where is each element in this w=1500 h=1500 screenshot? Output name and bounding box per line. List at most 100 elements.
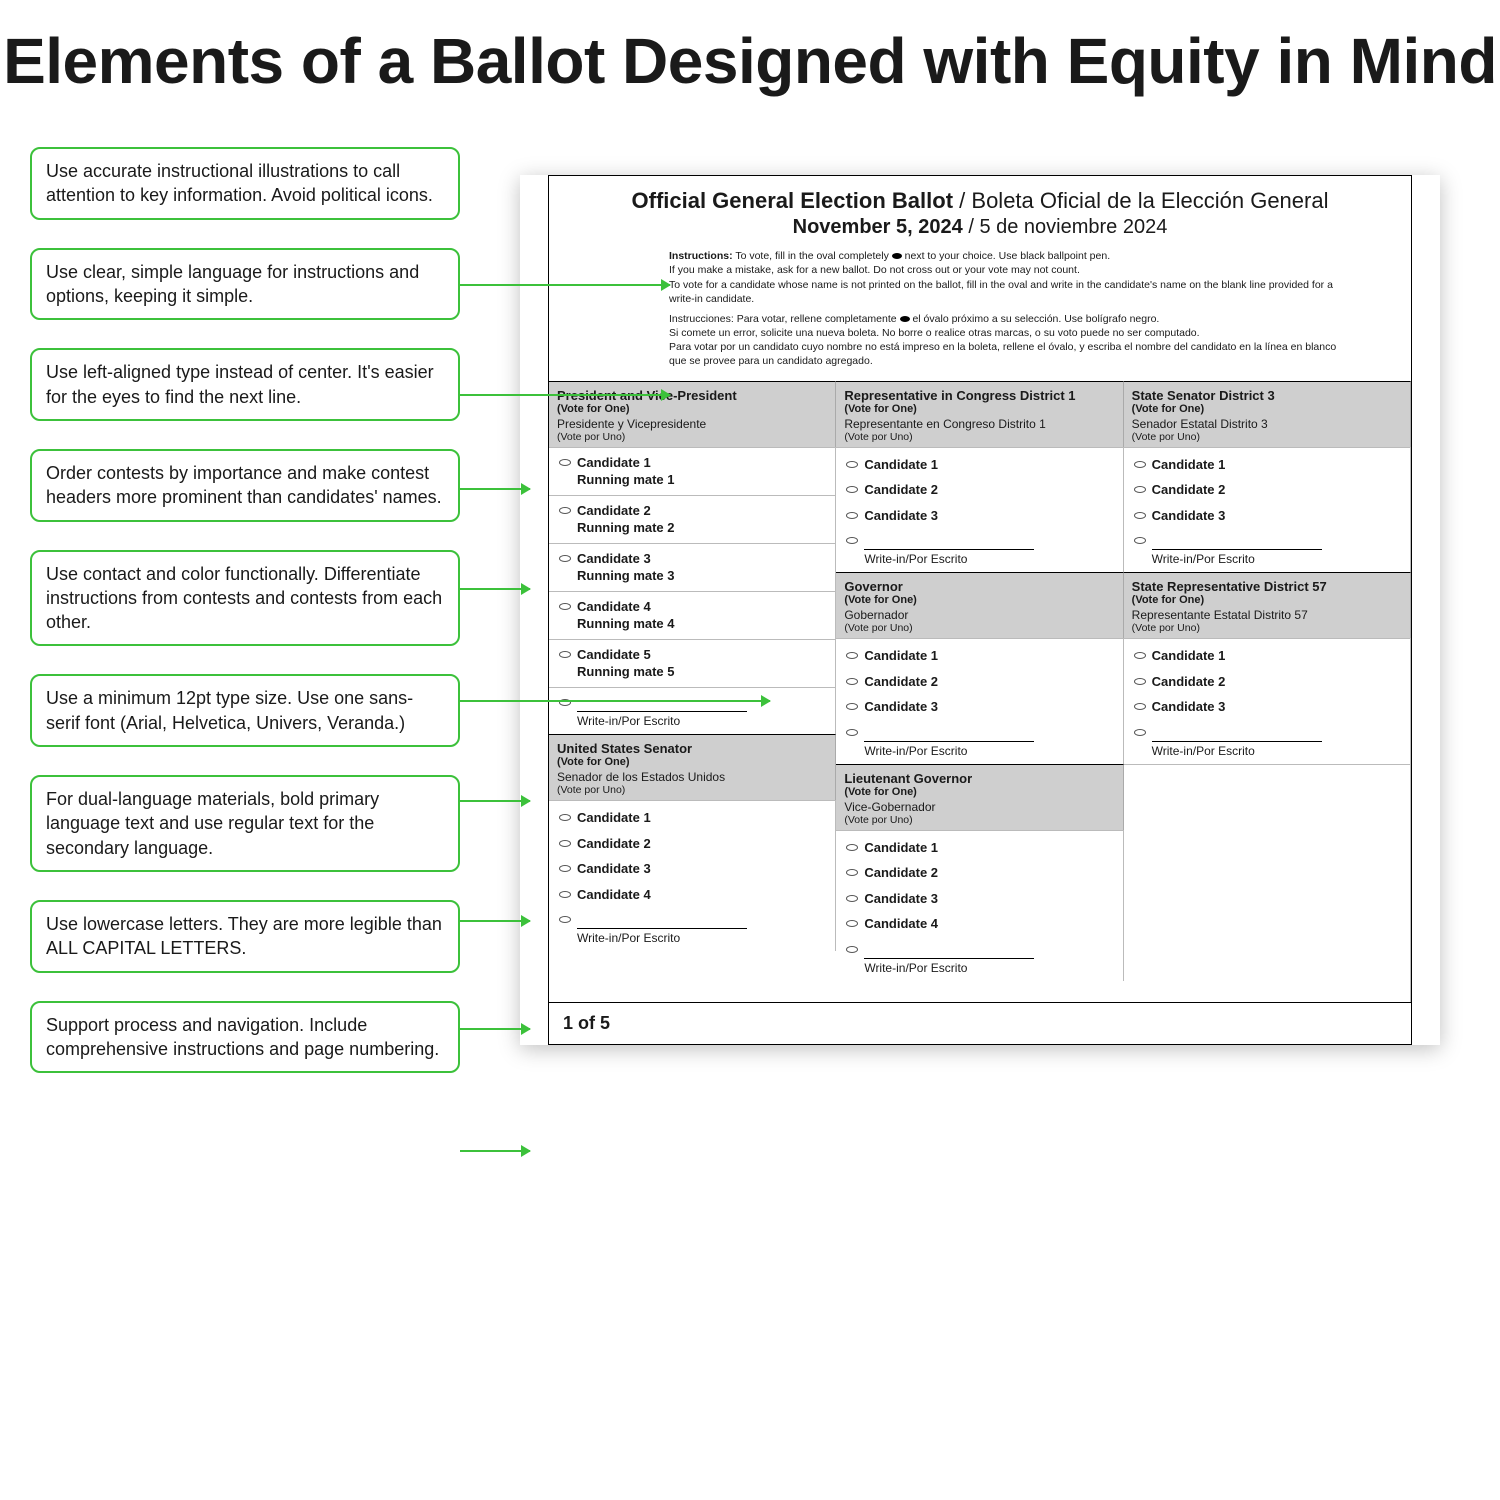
- oval-icon[interactable]: [846, 844, 858, 851]
- section-title-es: Senador de los Estados Unidos: [557, 770, 827, 784]
- section-title-es: Representante Estatal Distrito 57: [1132, 608, 1402, 622]
- oval-icon[interactable]: [846, 869, 858, 876]
- oval-icon[interactable]: [559, 814, 571, 821]
- vote-for-one-es: (Vote por Uno): [1132, 622, 1402, 634]
- arrow-icon: [460, 700, 770, 702]
- writein-line[interactable]: [577, 706, 747, 712]
- writein-row: Write-in/Por Escrito: [1132, 532, 1402, 566]
- oval-icon[interactable]: [559, 891, 571, 898]
- writein-line[interactable]: [864, 736, 1034, 742]
- candidate-name: Candidate 1: [864, 456, 938, 474]
- candidate-name: Candidate 3: [864, 698, 938, 716]
- callout: Use contact and color functionally. Diff…: [30, 550, 460, 647]
- vote-for-one-en: (Vote for One): [844, 403, 1114, 415]
- candidate-name: Candidate 3: [577, 860, 651, 878]
- oval-icon[interactable]: [1134, 512, 1146, 519]
- oval-icon[interactable]: [1134, 729, 1146, 736]
- ballot-title-es: Boleta Oficial de la Elección General: [971, 188, 1328, 213]
- oval-icon[interactable]: [846, 703, 858, 710]
- candidate-row: Candidate 3: [844, 890, 1114, 908]
- oval-icon[interactable]: [559, 651, 571, 658]
- blank-cell: [1124, 764, 1411, 1002]
- page-number: 1 of 5: [549, 1002, 1411, 1044]
- oval-icon[interactable]: [1134, 486, 1146, 493]
- col-3: State Senator District 3 (Vote for One) …: [1124, 381, 1411, 1002]
- writein-row: Write-in/Por Escrito: [844, 941, 1114, 975]
- callout-list: Use accurate instructional illustrations…: [30, 147, 460, 1073]
- oval-icon[interactable]: [846, 946, 858, 953]
- vote-for-one-es: (Vote por Uno): [844, 622, 1114, 634]
- instructions-lead: Instructions:: [669, 250, 733, 262]
- oval-icon[interactable]: [846, 537, 858, 544]
- writein-line[interactable]: [577, 923, 747, 929]
- candidate-name: Candidate 4: [577, 886, 651, 904]
- candidate-pair: Candidate 1Running mate 1: [549, 447, 836, 495]
- oval-icon[interactable]: [1134, 537, 1146, 544]
- writein-line[interactable]: [1152, 544, 1322, 550]
- candidate-row: Candidate 2: [557, 835, 827, 853]
- oval-icon[interactable]: [846, 729, 858, 736]
- callout: Order contests by importance and make co…: [30, 449, 460, 522]
- candidate-row: Candidate 3: [844, 698, 1114, 716]
- candidate-list: Candidate 1Candidate 2Candidate 3Candida…: [836, 830, 1123, 981]
- candidate-row: Candidate 3: [1132, 698, 1402, 716]
- vote-for-one-en: (Vote for One): [1132, 403, 1402, 415]
- callout: Use left-aligned type instead of center.…: [30, 348, 460, 421]
- section-lt-governor: Lieutenant Governor (Vote for One) Vice-…: [836, 764, 1123, 830]
- candidate-name: Candidate 3: [1152, 507, 1226, 525]
- candidate-name: Candidate 1: [864, 839, 938, 857]
- oval-icon[interactable]: [559, 507, 571, 514]
- section-title-en: Lieutenant Governor: [844, 771, 1114, 786]
- oval-icon[interactable]: [846, 461, 858, 468]
- oval-icon[interactable]: [846, 678, 858, 685]
- ballot-date-en: November 5, 2024: [793, 216, 963, 238]
- section-title-en: State Representative District 57: [1132, 579, 1402, 594]
- writein-label: Write-in/Por Escrito: [1152, 744, 1402, 758]
- ballot: Official General Election Ballot / Bolet…: [520, 175, 1440, 1045]
- candidate-row: Candidate 1: [844, 647, 1114, 665]
- oval-icon[interactable]: [1134, 652, 1146, 659]
- separator: /: [968, 216, 979, 238]
- page-title: Elements of a Ballot Designed with Equit…: [0, 0, 1500, 107]
- section-title-en: United States Senator: [557, 741, 827, 756]
- oval-icon[interactable]: [1134, 461, 1146, 468]
- arrow-icon: [460, 394, 670, 396]
- callout: Use lowercase letters. They are more leg…: [30, 900, 460, 973]
- arrow-icon: [460, 800, 530, 802]
- section-title-en: State Senator District 3: [1132, 388, 1402, 403]
- oval-icon[interactable]: [559, 865, 571, 872]
- candidate-row: Candidate 1: [844, 839, 1114, 857]
- section-president: President and Vice-President (Vote for O…: [549, 381, 836, 447]
- oval-icon[interactable]: [846, 486, 858, 493]
- candidate-row: Candidate 2: [844, 673, 1114, 691]
- writein-line[interactable]: [864, 544, 1034, 550]
- oval-icon[interactable]: [1134, 678, 1146, 685]
- writein-line[interactable]: [864, 953, 1034, 959]
- oval-icon[interactable]: [559, 555, 571, 562]
- ballot-wrap: Official General Election Ballot / Bolet…: [520, 147, 1440, 1073]
- writein-label: Write-in/Por Escrito: [577, 931, 827, 945]
- section-title-es: Vice-Gobernador: [844, 800, 1114, 814]
- ballot-instructions: Instructions: To vote, fill in the oval …: [549, 245, 1411, 380]
- candidate-name: Candidate 4: [864, 915, 938, 933]
- oval-icon[interactable]: [559, 603, 571, 610]
- oval-icon[interactable]: [1134, 703, 1146, 710]
- candidate-name: Candidate 1: [1152, 647, 1226, 665]
- writein-label: Write-in/Por Escrito: [1152, 552, 1402, 566]
- candidate-pair: Candidate 2Running mate 2: [549, 495, 836, 543]
- vote-for-one-en: (Vote for One): [1132, 594, 1402, 606]
- oval-icon[interactable]: [559, 916, 571, 923]
- section-state-senator: State Senator District 3 (Vote for One) …: [1124, 381, 1411, 447]
- oval-icon[interactable]: [846, 512, 858, 519]
- section-rep-d1: Representative in Congress District 1 (V…: [836, 381, 1123, 447]
- oval-icon[interactable]: [846, 895, 858, 902]
- writein-label: Write-in/Por Escrito: [864, 744, 1114, 758]
- oval-icon[interactable]: [846, 652, 858, 659]
- writein-label: Write-in/Por Escrito: [577, 714, 827, 728]
- writein-line[interactable]: [1152, 736, 1322, 742]
- oval-icon[interactable]: [559, 840, 571, 847]
- oval-icon[interactable]: [559, 459, 571, 466]
- callout: For dual-language materials, bold primar…: [30, 775, 460, 872]
- oval-icon[interactable]: [846, 920, 858, 927]
- candidate-list: Candidate 1 Candidate 2 Candidate 3 Write-i…: [836, 638, 1123, 764]
